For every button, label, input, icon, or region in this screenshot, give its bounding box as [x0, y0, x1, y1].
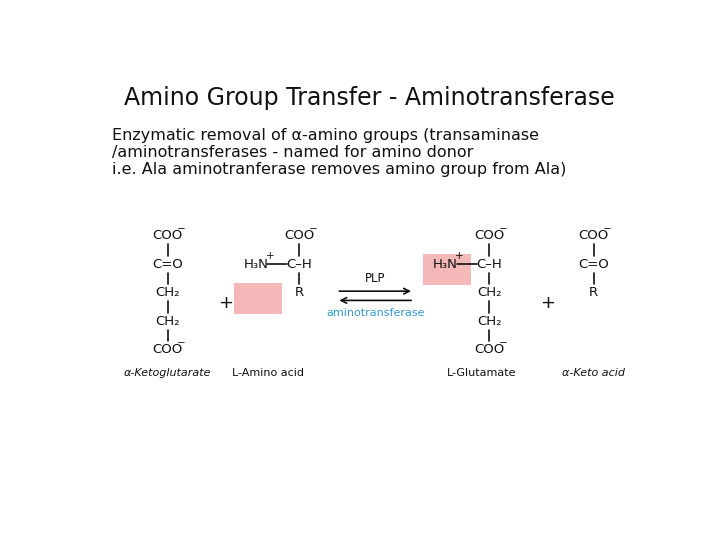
FancyBboxPatch shape	[234, 283, 282, 314]
Text: −: −	[177, 224, 186, 234]
Text: L-Glutamate: L-Glutamate	[446, 368, 516, 378]
Text: R: R	[589, 286, 598, 299]
Text: CH₂: CH₂	[477, 286, 501, 299]
Text: Amino Group Transfer - Aminotransferase: Amino Group Transfer - Aminotransferase	[124, 86, 614, 110]
Text: CH₂: CH₂	[477, 315, 501, 328]
Text: +: +	[266, 251, 274, 261]
Text: COO: COO	[579, 230, 609, 242]
Text: α-Ketoglutarate: α-Ketoglutarate	[124, 368, 211, 378]
Text: +: +	[540, 294, 554, 313]
Text: +: +	[218, 294, 233, 313]
Text: H₃N: H₃N	[243, 258, 269, 271]
Text: +: +	[454, 251, 463, 261]
Text: COO: COO	[474, 343, 504, 356]
Text: C=O: C=O	[578, 258, 609, 271]
FancyBboxPatch shape	[423, 254, 472, 285]
Text: C–H: C–H	[476, 258, 502, 271]
Text: C=O: C=O	[152, 258, 183, 271]
Text: H₃N: H₃N	[433, 258, 457, 271]
Text: L-Amino acid: L-Amino acid	[233, 368, 305, 378]
Text: Enzymatic removal of α-amino groups (transaminase: Enzymatic removal of α-amino groups (tra…	[112, 128, 539, 143]
Text: i.e. Ala aminotranferase removes amino group from Ala): i.e. Ala aminotranferase removes amino g…	[112, 162, 566, 177]
Text: COO: COO	[474, 230, 504, 242]
Text: PLP: PLP	[365, 272, 385, 285]
Text: −: −	[499, 338, 508, 348]
Text: −: −	[177, 338, 186, 348]
Text: −: −	[499, 224, 508, 234]
Text: COO: COO	[284, 230, 315, 242]
Text: R: R	[294, 286, 304, 299]
Text: −: −	[309, 224, 318, 234]
Text: aminotransferase: aminotransferase	[326, 308, 425, 318]
Text: COO: COO	[153, 343, 183, 356]
Text: C–H: C–H	[287, 258, 312, 271]
Text: COO: COO	[153, 230, 183, 242]
Text: −: −	[603, 224, 612, 234]
Text: CH₂: CH₂	[156, 315, 180, 328]
Text: α-Keto acid: α-Keto acid	[562, 368, 625, 378]
Text: /aminotransferases - named for amino donor: /aminotransferases - named for amino don…	[112, 145, 473, 160]
Text: CH₂: CH₂	[156, 286, 180, 299]
